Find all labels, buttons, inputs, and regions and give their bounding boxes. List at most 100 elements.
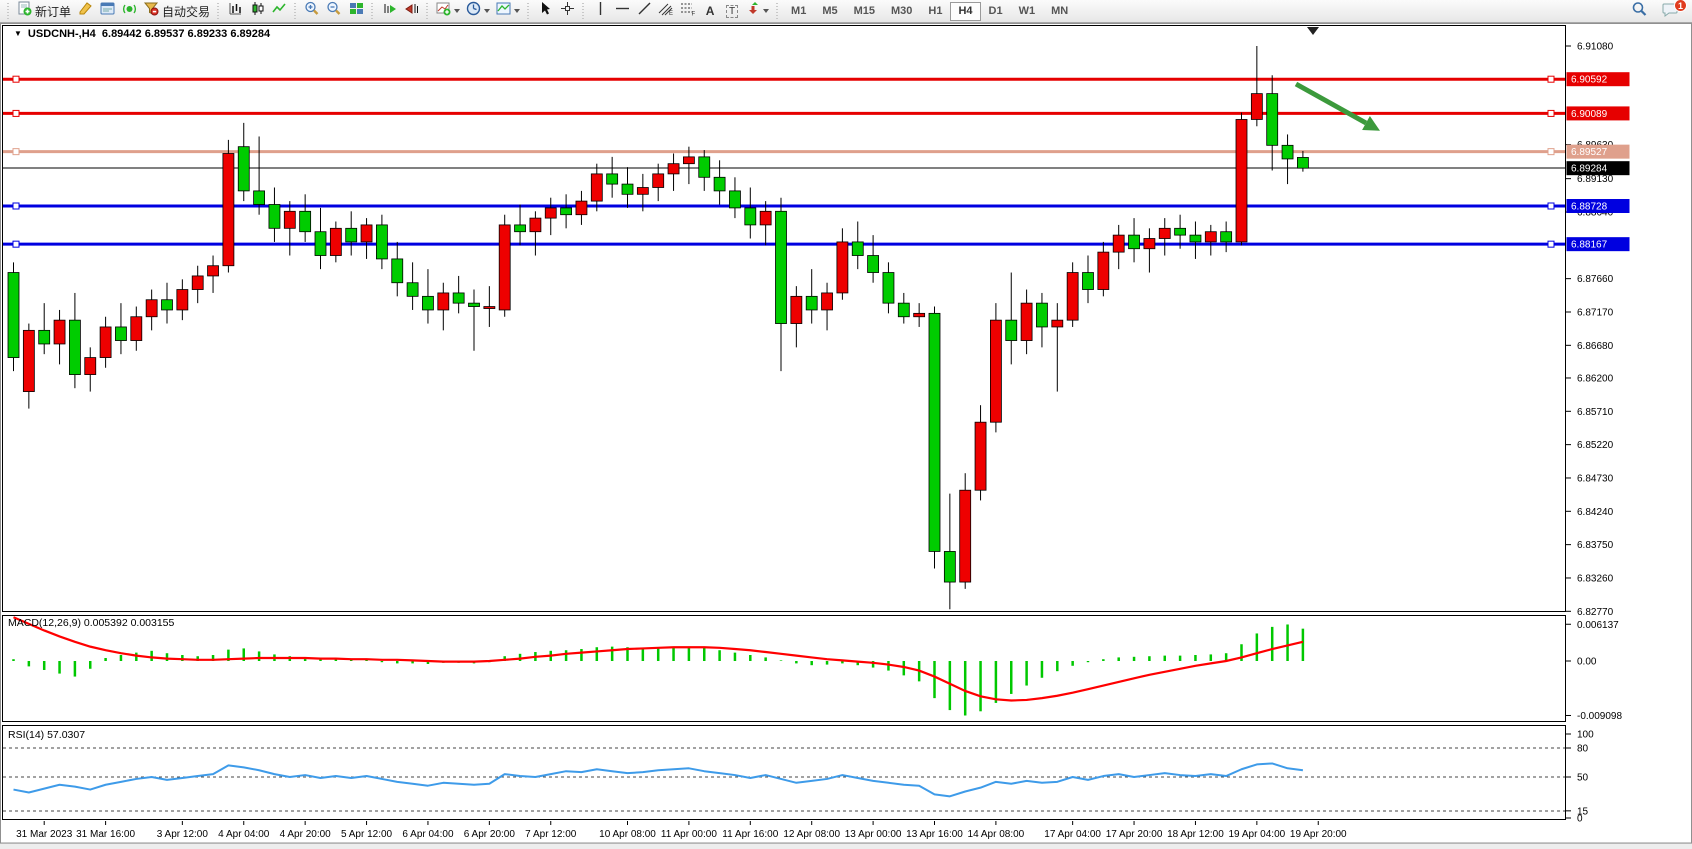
candle-body-down [268,204,281,229]
zoom-out-button[interactable] [323,1,345,21]
time-axis-label: 7 Apr 12:00 [525,829,577,840]
crosshair-button[interactable] [556,1,578,21]
fibonacci-button[interactable]: F [677,1,699,21]
chart-shift-marker[interactable] [1307,27,1319,35]
autotrading-button[interactable]: 自动交易 [140,1,213,21]
candle-body-up [483,306,496,309]
trend-arrow-head[interactable] [1362,116,1380,131]
candle-body-down [1220,231,1233,243]
chart-shift-button[interactable] [400,1,422,21]
hline-marker[interactable] [1547,148,1555,156]
candle-body-down [38,329,51,345]
hline-marker[interactable] [1547,75,1555,83]
hline-marker[interactable] [1547,240,1555,248]
timeframe-button-mn[interactable]: MN [1051,5,1069,17]
candle-body-down [1128,234,1140,250]
indicators-button[interactable] [433,1,463,21]
toolbar-grip[interactable] [424,3,432,19]
candle-body-down [882,272,895,304]
rsi-axis-label: 80 [1577,743,1589,754]
periods-button[interactable] [463,1,493,21]
price-axis-label: 6.87170 [1577,307,1614,318]
timeframe-button-m30[interactable]: M30 [891,5,913,17]
candle-body-up [145,299,158,318]
candle-body-up [99,326,112,358]
new-order-label: 新订单 [35,4,72,19]
hline-marker[interactable] [12,148,20,156]
price-badge-label: 6.90592 [1571,75,1608,86]
search-button[interactable] [1628,2,1651,22]
svg-text:F: F [692,12,696,17]
signals-button[interactable] [118,1,140,21]
price-axis-label: 6.82770 [1577,607,1614,618]
hline-marker[interactable] [1547,202,1555,210]
auto-scroll-icon [382,1,397,21]
chat-button[interactable]: 1 [1659,0,1687,22]
timeframe-button-d1[interactable]: D1 [988,5,1003,17]
collapse-arrow-icon[interactable]: ▼ [14,29,22,38]
candle-body-up [176,289,189,311]
bar-chart-button[interactable] [224,1,246,21]
tile-windows-button[interactable] [345,1,367,21]
timeframe-button-h1[interactable]: H1 [928,5,943,17]
terminal-window-button[interactable] [96,1,118,21]
hline-marker[interactable] [12,240,20,248]
price-badge [1566,144,1630,159]
cursor-button[interactable] [534,1,556,21]
candle-body-down [1082,272,1094,290]
trendline-icon [637,1,652,21]
label-button[interactable]: T [721,1,743,21]
candle-body-down [345,227,358,243]
candle-body-up [207,265,219,277]
hline-marker[interactable] [12,202,20,210]
toolbar-grip[interactable] [215,3,223,19]
timeframe-button-m15[interactable]: M15 [853,5,875,17]
toolbar-grip[interactable] [5,3,12,19]
toolbar-grip[interactable] [369,3,377,19]
candle-body-up [836,241,849,294]
timeframe-button-m1[interactable]: M1 [791,5,807,17]
candle-body-down [928,312,941,552]
channel-button[interactable]: E [655,1,677,21]
candle-body-down [775,210,787,324]
timeframe-button-m5[interactable]: M5 [822,5,838,17]
hline-marker[interactable] [12,109,20,117]
candle-body-up [283,210,296,229]
arrows-button[interactable] [743,1,772,21]
trend-arrow-annotation[interactable] [1294,81,1368,126]
ohlc-readout: 6.89442 6.89537 6.89233 6.89284 [101,28,271,40]
toolbar-grip[interactable] [292,3,300,19]
templates-button[interactable] [493,1,523,21]
horizontal-line-button[interactable] [611,1,633,21]
vertical-line-button[interactable] [589,1,611,21]
candle-body-down [606,173,619,185]
toolbar-grip[interactable] [525,3,533,19]
zoom-in-button[interactable] [301,1,323,21]
line-chart-button[interactable] [268,1,290,21]
candle-body-up [590,173,603,202]
trendline-button[interactable] [633,1,655,21]
new-order-button[interactable]: 新订单 [14,1,74,21]
toolbar-grip[interactable] [580,3,588,19]
rsi-indicator-label: RSI(14) 57.0307 [8,729,86,741]
candle-body-down [514,224,526,233]
price-badge [1566,237,1630,252]
mql-editor-button[interactable] [74,1,96,21]
text-button[interactable]: A [699,1,721,21]
toolbar-grip[interactable] [774,3,782,19]
candlestick-chart-button[interactable] [246,1,268,21]
candle-body-up [1204,231,1217,243]
autotrading-icon [143,1,159,21]
timeframe-button-w1[interactable]: W1 [1018,5,1036,17]
timeframe-button-h4[interactable]: H4 [950,1,981,21]
hline-marker[interactable] [12,75,20,83]
hline-marker[interactable] [1547,109,1555,117]
auto-scroll-button[interactable] [378,1,400,21]
macd-signal-line [13,616,1304,702]
rsi-axis-label: 0 [1577,814,1583,825]
price-badge [1566,72,1630,87]
candle-body-up [959,489,972,583]
time-axis-label: 17 Apr 04:00 [1044,829,1101,840]
